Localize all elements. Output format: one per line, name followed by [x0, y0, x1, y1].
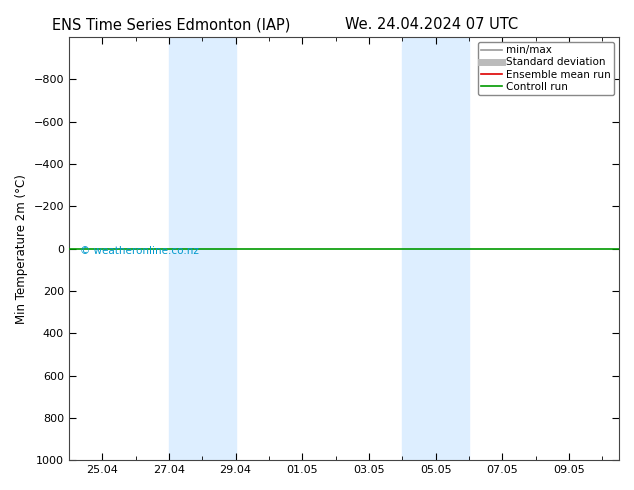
Legend: min/max, Standard deviation, Ensemble mean run, Controll run: min/max, Standard deviation, Ensemble me… — [478, 42, 614, 95]
Bar — [403, 37, 436, 460]
Bar — [169, 37, 202, 460]
Bar — [436, 37, 469, 460]
Text: We. 24.04.2024 07 UTC: We. 24.04.2024 07 UTC — [344, 17, 518, 32]
Text: © weatheronline.co.nz: © weatheronline.co.nz — [80, 246, 199, 256]
Bar — [202, 37, 236, 460]
Text: ENS Time Series Edmonton (IAP): ENS Time Series Edmonton (IAP) — [52, 17, 290, 32]
Y-axis label: Min Temperature 2m (°C): Min Temperature 2m (°C) — [15, 173, 28, 323]
